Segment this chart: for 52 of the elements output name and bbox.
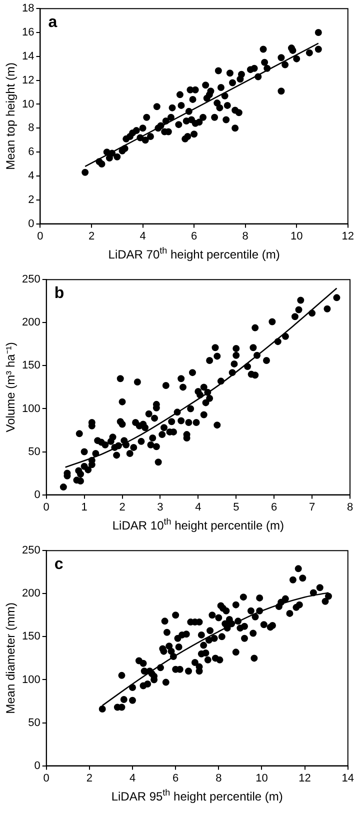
y-tick-label: 8 <box>28 122 34 134</box>
y-tick-label: 150 <box>22 360 40 372</box>
y-tick-label: 10 <box>22 98 34 110</box>
y-tick-label: 50 <box>28 446 40 458</box>
x-tick-label: 8 <box>242 230 248 242</box>
line-series <box>64 288 338 468</box>
annotation: c <box>54 556 64 574</box>
x-tick-label: 2 <box>86 772 92 784</box>
y-tick-label: 18 <box>22 2 34 15</box>
y-tick-label: 0 <box>34 488 40 501</box>
y-tick-label: 150 <box>22 630 40 643</box>
y-tick-label: 200 <box>22 316 40 329</box>
x-tick-label: 14 <box>342 772 354 784</box>
y-tick-label: 14 <box>22 50 34 62</box>
x-tick-label: 5 <box>233 501 240 514</box>
y-tick-label: 100 <box>22 402 40 415</box>
y-tick-label: 12 <box>22 74 34 86</box>
y-tick-label: 6 <box>28 146 34 158</box>
x-tick-label: 4 <box>195 501 202 514</box>
x-tick-label: 12 <box>342 230 354 242</box>
x-tick-label: 4 <box>140 230 146 242</box>
x-tick-label: 10 <box>290 230 303 242</box>
y-tick-label: 250 <box>22 544 40 557</box>
x-tick-label: 8 <box>346 501 354 514</box>
x-tick-label: 7 <box>308 501 316 514</box>
x-tick-label: 12 <box>298 772 311 784</box>
x-tick-label: 2 <box>119 501 126 514</box>
annotation: b <box>54 285 64 302</box>
x-tick-label: 8 <box>216 772 222 784</box>
y-tick-label: 0 <box>28 218 34 230</box>
y-axis-title: Volume (m³ ha⁻¹) <box>3 342 18 432</box>
x-tick-label: 0 <box>43 772 50 784</box>
x-tick-label: 0 <box>43 501 50 514</box>
x-tick-label: 4 <box>129 772 136 784</box>
x-tick-label: 2 <box>88 230 95 242</box>
y-tick-label: 4 <box>28 170 34 182</box>
x-tick-label: 6 <box>172 772 179 784</box>
x-tick-label: 6 <box>190 230 198 242</box>
y-tick-label: 250 <box>22 274 40 286</box>
x-tick-label: 1 <box>81 501 88 514</box>
y-tick-label: 100 <box>22 674 40 686</box>
y-tick-label: 0 <box>34 760 40 772</box>
y-axis-title: Mean diameter (mm) <box>3 602 18 714</box>
x-tick-label: 6 <box>271 501 278 514</box>
x-tick-label: 10 <box>256 772 268 784</box>
y-tick-label: 200 <box>22 588 40 600</box>
y-tick-label: 50 <box>28 716 40 729</box>
y-axis-title: Mean top height (m) <box>3 62 18 170</box>
y-tick-label: 2 <box>28 194 34 206</box>
x-tick-label: 3 <box>157 501 164 514</box>
y-tick-label: 16 <box>22 26 34 39</box>
annotation: a <box>48 14 58 32</box>
